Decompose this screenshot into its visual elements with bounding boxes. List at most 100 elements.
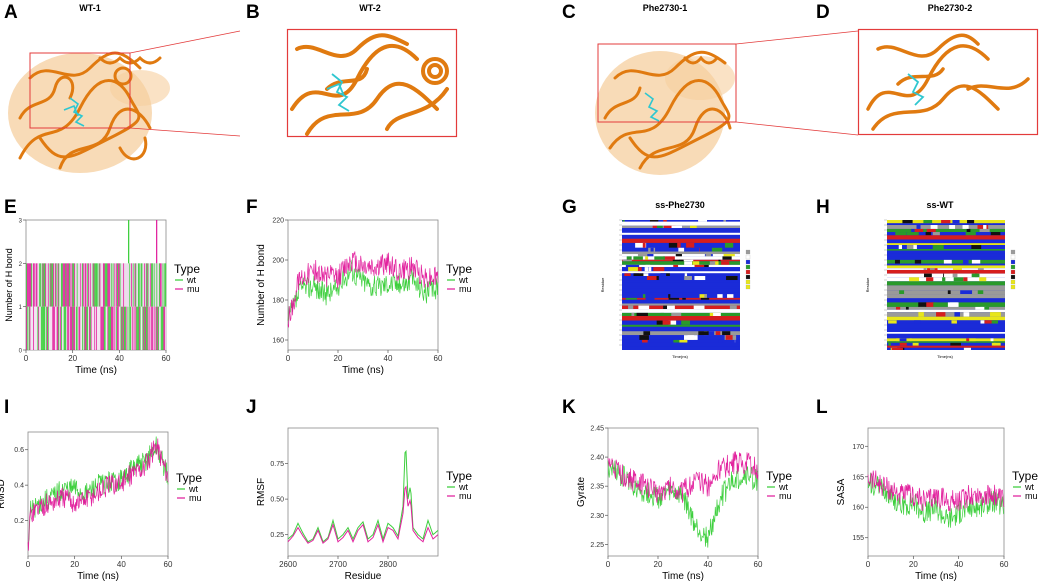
ss-speckle	[645, 256, 649, 260]
panel-label-G: G	[562, 197, 577, 218]
ss-speckle	[725, 335, 733, 340]
hbond-bar-upper	[120, 263, 122, 307]
hbond-bar-upper	[48, 263, 50, 307]
hbond-bar-upper	[146, 263, 148, 307]
ss-speckle	[625, 297, 637, 300]
ss-legend-swatch	[1010, 279, 1016, 285]
hbond-bar-upper	[73, 263, 75, 307]
hbond-bar-upper	[105, 263, 107, 307]
hbond-bar-lower	[81, 306, 83, 350]
ss-speckle	[990, 312, 1001, 317]
hbond-bar-upper	[153, 263, 155, 307]
hbond-bar-upper	[159, 263, 161, 307]
hbond-bar-upper	[150, 263, 152, 307]
ss-speckle	[713, 312, 721, 317]
ss-band	[887, 232, 1005, 236]
ss-band	[622, 299, 740, 304]
hbond-bar-upper	[62, 263, 64, 307]
series-group	[287, 251, 439, 328]
ss-speckle	[660, 312, 664, 317]
ss-speckle	[932, 245, 944, 250]
hbond-bar-upper	[138, 263, 140, 307]
hbond-bar-lower	[42, 306, 44, 350]
hbond-bar-upper	[35, 263, 37, 307]
ss-band	[887, 277, 1005, 282]
ss-band	[622, 267, 740, 272]
hbond-bar-lower	[101, 306, 103, 350]
ss-speckle	[684, 276, 692, 281]
hbond-bar-lower	[71, 306, 73, 350]
ss-speckle	[926, 277, 934, 282]
hbond-bar-upper	[28, 263, 30, 307]
hbond-bar-lower	[35, 306, 37, 350]
ss-band	[887, 338, 1005, 342]
ss-speckle	[667, 305, 675, 310]
y-tick-label: 160	[852, 505, 864, 512]
series-line-wt	[287, 259, 439, 321]
hbond-bar-lower	[40, 306, 42, 350]
ss-band	[622, 271, 740, 274]
hbond-bar-upper	[119, 263, 121, 307]
hbond-bar-lower	[59, 306, 61, 350]
ss-speckle	[993, 342, 1001, 346]
ss-speckle	[709, 261, 716, 265]
ss-speckle	[914, 320, 921, 324]
ss-speckle	[888, 320, 897, 324]
hbond-bar-lower	[44, 306, 46, 350]
legend-label-wt: wt	[186, 275, 196, 285]
y-tick-label: 0.75	[270, 461, 284, 468]
hbond-bar-lower	[110, 306, 112, 350]
hbond-bar-upper	[152, 263, 154, 307]
hbond-bar-upper	[115, 263, 117, 307]
ss-speckle	[933, 302, 937, 307]
hbond-bar-lower	[136, 306, 138, 350]
ss-band	[887, 316, 1005, 321]
hbond-bar-upper	[130, 263, 132, 307]
ss-speckle	[645, 297, 655, 300]
hbond-bar-lower	[54, 306, 56, 350]
hbond-bar-upper	[61, 263, 63, 307]
ss-speckle	[906, 245, 916, 250]
hbond-bar-lower	[55, 306, 57, 350]
panel-label-K: K	[562, 397, 576, 418]
ss-band	[622, 238, 740, 243]
series-line-mu	[27, 438, 169, 551]
ss-speckle	[718, 259, 721, 262]
ss-speckle	[953, 277, 964, 282]
hbond-bar-lower	[94, 306, 96, 350]
x-tick-label: 20	[68, 354, 77, 363]
hbond-bar-lower	[62, 306, 64, 350]
protein-structure-B	[286, 28, 458, 138]
x-tick-label: 0	[26, 560, 31, 569]
hbond-bar-lower	[48, 306, 50, 350]
hbond-bar-upper	[51, 263, 53, 307]
hbond-bar-lower	[68, 306, 70, 350]
ss-band	[887, 333, 1005, 337]
hbond-bar-upper	[81, 263, 83, 307]
chart-E: 0 20 40 60 0 1 2 3 Time (ns) Number of H bond Type…	[4, 219, 200, 377]
hbond-bar-lower	[36, 306, 38, 350]
hbond-bar-upper	[90, 263, 92, 307]
hbond-bar-lower	[129, 306, 131, 350]
ss-speckle	[971, 245, 982, 250]
hbond-bar-upper	[50, 263, 52, 307]
ss-band	[622, 297, 740, 300]
hbond-bar-upper	[68, 263, 70, 307]
panel-label-D: D	[816, 2, 830, 23]
hbond-bar-upper	[86, 263, 88, 307]
hbond-bar-upper	[45, 263, 47, 307]
hbond-bar-lower	[80, 306, 82, 350]
hbond-bar-lower	[106, 306, 108, 350]
hbond-bar-upper	[55, 263, 57, 307]
ss-speckle	[962, 259, 967, 264]
hbond-bar-upper	[117, 263, 119, 307]
ss-speckle	[912, 290, 920, 295]
series-group	[27, 436, 169, 551]
hbond-bar-lower	[87, 306, 89, 350]
hbond-bar-lower	[120, 306, 122, 350]
ss-speckle	[671, 312, 682, 317]
legend-title: Type	[1012, 469, 1038, 483]
hbond-bar-upper	[96, 263, 98, 307]
panel-title-A: WT-1	[79, 3, 101, 13]
ss-speckle	[899, 342, 907, 346]
